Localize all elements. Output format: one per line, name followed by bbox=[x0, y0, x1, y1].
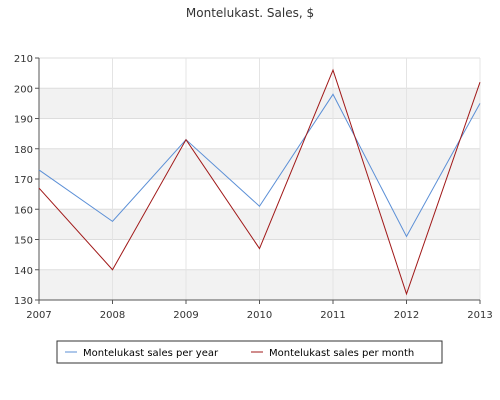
y-tick-label: 150 bbox=[14, 236, 33, 247]
x-tick-label: 2008 bbox=[100, 310, 125, 321]
y-tick-label: 200 bbox=[14, 84, 33, 95]
chart-title: Montelukast. Sales, $ bbox=[186, 6, 314, 20]
legend: Montelukast sales per year Montelukast sa… bbox=[56, 340, 443, 364]
series-line-2 bbox=[38, 68, 481, 296]
legend-label: Montelukast sales per year bbox=[83, 348, 219, 359]
y-tick-label: 170 bbox=[14, 175, 33, 186]
x-tick-label: 2012 bbox=[394, 310, 419, 321]
series-lines bbox=[38, 68, 481, 296]
x-tick-label: 2013 bbox=[467, 310, 492, 321]
x-axis-ticks: 2007 2008 2009 2010 2011 2012 2013 bbox=[26, 300, 493, 321]
y-tick-label: 210 bbox=[14, 54, 33, 65]
y-tick-label: 160 bbox=[14, 205, 33, 216]
legend-box bbox=[56, 340, 443, 364]
y-axis-ticks: 130 140 150 160 170 180 190 200 210 bbox=[14, 54, 39, 307]
x-tick-label: 2010 bbox=[247, 310, 272, 321]
x-tick-label: 2009 bbox=[173, 310, 198, 321]
x-tick-label: 2007 bbox=[26, 310, 51, 321]
series-line-1 bbox=[38, 93, 481, 238]
x-tick-label: 2011 bbox=[320, 310, 345, 321]
y-tick-label: 190 bbox=[14, 115, 33, 126]
y-tick-label: 140 bbox=[14, 266, 33, 277]
y-tick-label: 130 bbox=[14, 296, 33, 307]
y-tick-label: 180 bbox=[14, 145, 33, 156]
legend-label: Montelukast sales per month bbox=[269, 348, 414, 359]
